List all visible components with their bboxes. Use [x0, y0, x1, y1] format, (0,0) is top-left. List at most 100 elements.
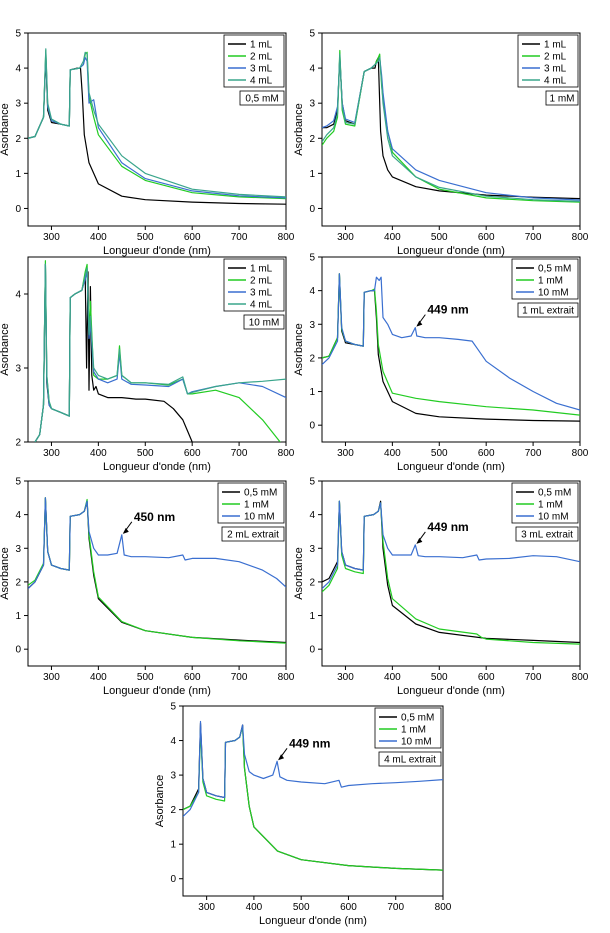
chart-6-y-tick-label: 4 [309, 510, 315, 521]
chart-6-y-tick-label: 2 [309, 577, 315, 588]
chart-4-x-tick-label: 400 [384, 448, 401, 459]
chart-1-y-tick-label: 4 [15, 64, 21, 75]
chart-4-y-axis-label: Asorbance [293, 323, 305, 376]
chart-1-x-tick-label: 600 [184, 232, 201, 243]
chart-5: 300 400 500 600 700 800 0 1 2 3 4 5 Longueur d'onde … [0, 477, 295, 698]
chart-1-y-axis-label: Asorbance [0, 103, 11, 156]
chart-7-y-tick-label: 4 [170, 736, 176, 747]
chart-6-plot-area [322, 500, 580, 645]
chart-4-x-axis-label: Longueur d'onde (nm) [397, 461, 505, 473]
chart-7-frame [182, 705, 444, 897]
chart-6-y-tick-label: 1 [309, 611, 315, 622]
chart-1-legend: 1 mL2 mL3 mL4 mL [223, 34, 285, 88]
chart-4-y-tick-label: 2 [309, 353, 315, 364]
chart-5-legend-entry: 10 mM [244, 512, 275, 523]
chart-7-legend-entry: 10 mM [401, 737, 432, 748]
chart-4-x-tick-label: 800 [572, 448, 589, 459]
chart-2-legend-entry: 1 mL [544, 40, 567, 51]
chart-2-y-tick-label: 0 [309, 204, 315, 215]
chart-7-plot-area [183, 720, 443, 871]
chart-2-series-line-4 [322, 53, 580, 202]
chart-4-legend-entry: 0,5 mM [538, 264, 571, 275]
chart-3-sample-label-box [243, 314, 285, 330]
chart-4-peak-label: 449 nm [427, 303, 468, 317]
chart-3-x-tick-label: 800 [278, 448, 295, 459]
chart-7-y-tick-label: 1 [170, 840, 176, 851]
chart-5-y-tick-label: 4 [15, 510, 21, 521]
chart-5-y-tick-label: 3 [15, 544, 21, 555]
chart-5-frame [27, 480, 287, 667]
chart-2-x-tick-label: 700 [525, 232, 542, 243]
chart-2-plot-area [322, 49, 580, 203]
chart-3: 300 400 500 600 700 800 2 3 4 Longueur d'onde (nm… [0, 256, 295, 473]
chart-3-x-tick-label: 300 [43, 448, 60, 459]
chart-1-legend-entry: 2 mL [250, 52, 273, 63]
chart-5-sample-label: 2 mL extrait [227, 530, 279, 541]
chart-6-x-tick-label: 700 [525, 672, 542, 683]
chart-3-frame [27, 256, 287, 443]
chart-4-y-tick-label: 5 [309, 253, 315, 264]
chart-3-series-line-4 [34, 263, 286, 442]
chart-3-legend-entry: 4 mL [250, 300, 273, 311]
chart-7-y-tick-label: 5 [170, 702, 176, 713]
chart-4-plot-area [322, 273, 580, 422]
chart-7-y-tick-label: 2 [170, 805, 176, 816]
chart-3-x-tick-label: 500 [137, 448, 154, 459]
chart-1-x-tick-label: 500 [137, 232, 154, 243]
chart-1-frame [27, 32, 287, 227]
chart-7-x-tick-label: 300 [198, 902, 215, 913]
chart-5-plot-area [28, 497, 286, 644]
chart-5-peak-label: 450 nm [134, 510, 175, 524]
chart-3-y-axis-label: Asorbance [0, 323, 11, 376]
chart-2-y-tick-label: 4 [309, 64, 315, 75]
chart-6-sample-label: 3 mL extrait [521, 530, 573, 541]
chart-1-legend-entry: 3 mL [250, 64, 273, 75]
chart-3-y-tick-label: 3 [15, 364, 21, 375]
chart-2-x-axis-label: Longueur d'onde (nm) [397, 245, 505, 257]
chart-2-y-tick-label: 5 [309, 29, 315, 40]
chart-2-legend-entry: 2 mL [544, 52, 567, 63]
chart-4-legend-entry: 10 mM [538, 288, 569, 299]
chart-4: 300 400 500 600 700 800 0 1 2 3 4 5 Longueur d'onde … [293, 253, 589, 474]
chart-7-x-tick-label: 800 [435, 902, 452, 913]
chart-1-series-line-4 [28, 48, 286, 198]
chart-4-y-tick-label: 0 [309, 421, 315, 432]
chart-2: 300 400 500 600 700 800 0 1 2 3 4 5 Longueur d'onde … [293, 29, 589, 258]
chart-7-x-axis-label: Longueur d'onde (nm) [259, 915, 367, 927]
chart-7-x-tick-label: 400 [246, 902, 263, 913]
chart-6: 300 400 500 600 700 800 0 1 2 3 4 5 Longueur d'onde … [293, 477, 589, 698]
chart-3-y-tick-label: 4 [15, 290, 21, 301]
chart-5-x-axis-label: Longueur d'onde (nm) [103, 685, 211, 697]
chart-6-legend-entry: 1 mM [538, 500, 563, 511]
chart-3-legend-entry: 1 mL [250, 264, 273, 275]
chart-3-legend-entry: 2 mL [250, 276, 273, 287]
chart-6-legend-box [511, 482, 579, 524]
chart-7-x-tick-label: 500 [293, 902, 310, 913]
chart-2-legend-entry: 3 mL [544, 64, 567, 75]
chart-3-plot-area [34, 260, 286, 442]
chart-5-y-tick-label: 5 [15, 477, 21, 488]
chart-7-y-tick-label: 0 [170, 874, 176, 885]
chart-3-legend-entry: 3 mL [250, 288, 273, 299]
chart-1-x-tick-label: 800 [278, 232, 295, 243]
chart-6-x-tick-label: 500 [431, 672, 448, 683]
chart-2-frame [321, 32, 581, 227]
chart-6-y-tick-label: 3 [309, 544, 315, 555]
chart-5-y-tick-label: 0 [15, 645, 21, 656]
chart-7: 300 400 500 600 700 800 0 1 2 3 4 5 Longueur d'onde … [154, 702, 452, 928]
chart-4-y-tick-label: 1 [309, 387, 315, 398]
chart-2-x-tick-label: 600 [478, 232, 495, 243]
chart-6-frame [321, 480, 581, 667]
chart-1-x-tick-label: 400 [90, 232, 107, 243]
chart-6-legend-entry: 0,5 mM [538, 488, 571, 499]
chart-7-y-axis-label: Asorbance [154, 775, 166, 828]
chart-6-legend-entry: 10 mM [538, 512, 569, 523]
chart-7-sample-label-box [378, 751, 442, 767]
chart-7-x-tick-label: 700 [387, 902, 404, 913]
chart-7-legend-entry: 1 mM [401, 725, 426, 736]
chart-3-x-axis-label: Longueur d'onde (nm) [103, 461, 211, 473]
chart-6-y-axis-label: Asorbance [293, 547, 305, 600]
chart-5-x-tick-label: 600 [184, 672, 201, 683]
